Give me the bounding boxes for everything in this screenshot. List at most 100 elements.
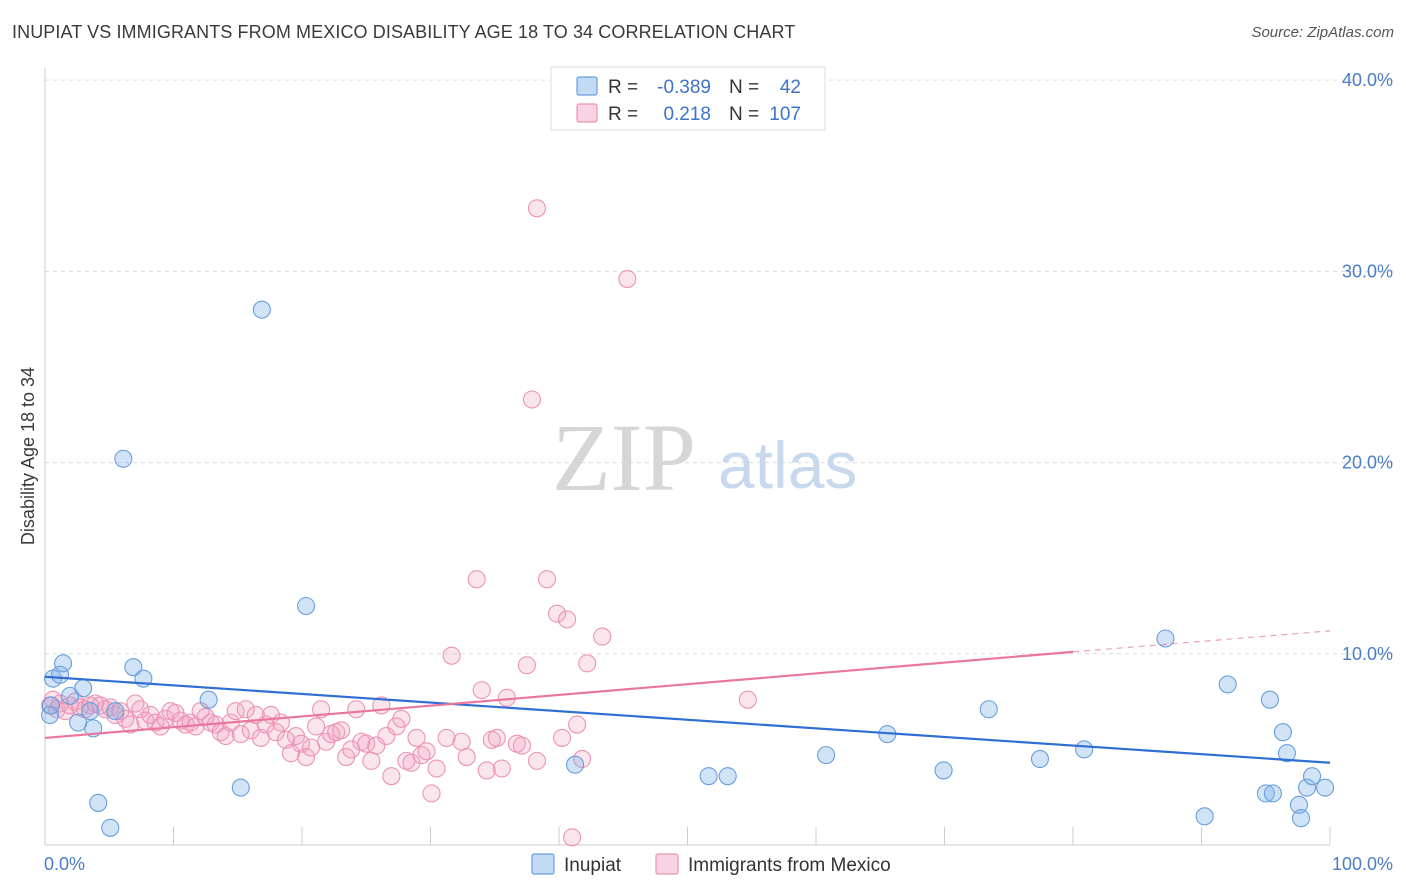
- point-mexico: [131, 700, 150, 719]
- legend-r-value-mexico: 0.218: [663, 104, 711, 125]
- point-mexico: [477, 761, 496, 780]
- point-mexico: [392, 709, 411, 728]
- point-inupiat: [231, 778, 250, 797]
- point-inupiat: [89, 793, 108, 812]
- point-mexico: [417, 742, 436, 761]
- grid-lines: [45, 79, 1394, 655]
- point-inupiat: [699, 767, 718, 786]
- point-mexico: [452, 732, 471, 751]
- watermark-zip: ZIP: [552, 404, 696, 511]
- y-tick-label: 20.0%: [1342, 453, 1393, 473]
- point-inupiat: [1316, 778, 1335, 797]
- point-mexico: [618, 269, 637, 289]
- point-inupiat: [1218, 675, 1237, 694]
- point-inupiat: [1260, 690, 1279, 709]
- point-mexico: [593, 627, 612, 646]
- point-mexico: [738, 690, 757, 709]
- point-mexico: [573, 749, 592, 769]
- legend-swatch-inupiat: [576, 76, 598, 96]
- point-inupiat: [101, 818, 120, 837]
- point-inupiat: [74, 679, 93, 698]
- watermark-atlas: atlas: [718, 428, 857, 502]
- y-tick-label: 40.0%: [1342, 70, 1393, 90]
- point-mexico: [578, 654, 597, 673]
- chart-title: INUPIAT VS IMMIGRANTS FROM MEXICO DISABI…: [12, 22, 796, 42]
- point-mexico: [332, 721, 351, 740]
- legend-n-value-inupiat: 42: [780, 77, 801, 98]
- point-inupiat: [1263, 784, 1282, 803]
- series-legend: Inupiat Immigrants from Mexico: [531, 853, 891, 876]
- point-inupiat: [1302, 767, 1322, 786]
- point-inupiat: [1289, 795, 1309, 814]
- point-mexico: [547, 604, 567, 623]
- point-inupiat: [54, 654, 73, 673]
- bottom-legend-label-mexico: Immigrants from Mexico: [688, 855, 891, 876]
- y-tick-label: 30.0%: [1342, 261, 1393, 281]
- point-mexico: [291, 734, 311, 753]
- point-inupiat: [1156, 629, 1175, 648]
- point-inupiat: [124, 658, 143, 677]
- x-tick-label-start: 0.0%: [44, 854, 85, 874]
- watermark: ZIP atlas: [552, 404, 857, 511]
- point-inupiat: [1075, 740, 1094, 759]
- point-inupiat: [106, 702, 125, 721]
- point-mexico: [457, 747, 476, 767]
- point-mexico: [472, 681, 491, 700]
- point-mexico: [347, 700, 366, 719]
- point-inupiat: [1273, 723, 1292, 742]
- point-mexico: [367, 736, 386, 755]
- point-inupiat: [114, 449, 133, 468]
- point-mexico: [126, 694, 145, 713]
- point-inupiat: [1195, 807, 1214, 826]
- point-mexico: [402, 753, 421, 772]
- legend-n-label-mexico: N =: [729, 104, 759, 125]
- point-mexico: [407, 728, 426, 747]
- point-mexico: [527, 751, 547, 770]
- point-inupiat: [934, 761, 953, 780]
- y-tick-label: 10.0%: [1342, 644, 1393, 664]
- x-tick-labels: 0.0% 100.0%: [44, 854, 1393, 874]
- correlation-legend: R = -0.389 N = 42 R = 0.218 N = 107: [550, 66, 826, 131]
- trend-line-mexico-extension: [1072, 630, 1331, 653]
- point-inupiat: [718, 767, 737, 786]
- point-inupiat: [1297, 778, 1317, 797]
- point-inupiat: [40, 705, 60, 725]
- point-mexico: [427, 759, 446, 778]
- bottom-legend-swatch-inupiat: [531, 853, 555, 875]
- point-inupiat: [1030, 749, 1050, 769]
- point-inupiat: [566, 755, 585, 774]
- point-mexico: [527, 199, 547, 218]
- legend-swatch-mexico: [576, 103, 598, 123]
- axes: [44, 68, 1331, 846]
- data-points: [40, 199, 1335, 847]
- legend-r-label-inupiat: R =: [608, 77, 638, 98]
- point-mexico: [377, 726, 396, 746]
- y-axis-label: Disability Age 18 to 34: [18, 367, 38, 545]
- point-mexico: [537, 570, 557, 589]
- point-mexico: [216, 726, 235, 746]
- legend-n-label-inupiat: N =: [729, 77, 759, 98]
- point-mexico: [517, 656, 536, 675]
- point-mexico: [563, 828, 582, 847]
- source-label: Source: ZipAtlas.com: [1251, 24, 1394, 41]
- point-mexico: [302, 738, 321, 757]
- point-inupiat: [979, 700, 998, 719]
- point-mexico: [236, 700, 255, 719]
- point-mexico: [568, 715, 587, 734]
- point-inupiat: [1277, 744, 1296, 763]
- point-inupiat: [81, 702, 100, 721]
- point-inupiat: [1256, 784, 1275, 803]
- bottom-legend-label-inupiat: Inupiat: [564, 855, 622, 876]
- legend-n-value-mexico: 107: [769, 104, 801, 125]
- point-mexico: [266, 723, 285, 742]
- point-mexico: [437, 728, 456, 747]
- x-tick-label-end: 100.0%: [1332, 854, 1393, 874]
- point-mexico: [121, 715, 140, 734]
- point-mexico: [558, 610, 577, 629]
- trend-lines: [44, 630, 1331, 764]
- y-tick-labels: 10.0% 20.0% 30.0% 40.0%: [1342, 70, 1393, 664]
- point-mexico: [116, 709, 135, 728]
- point-mexico: [231, 725, 250, 744]
- point-inupiat: [817, 746, 836, 765]
